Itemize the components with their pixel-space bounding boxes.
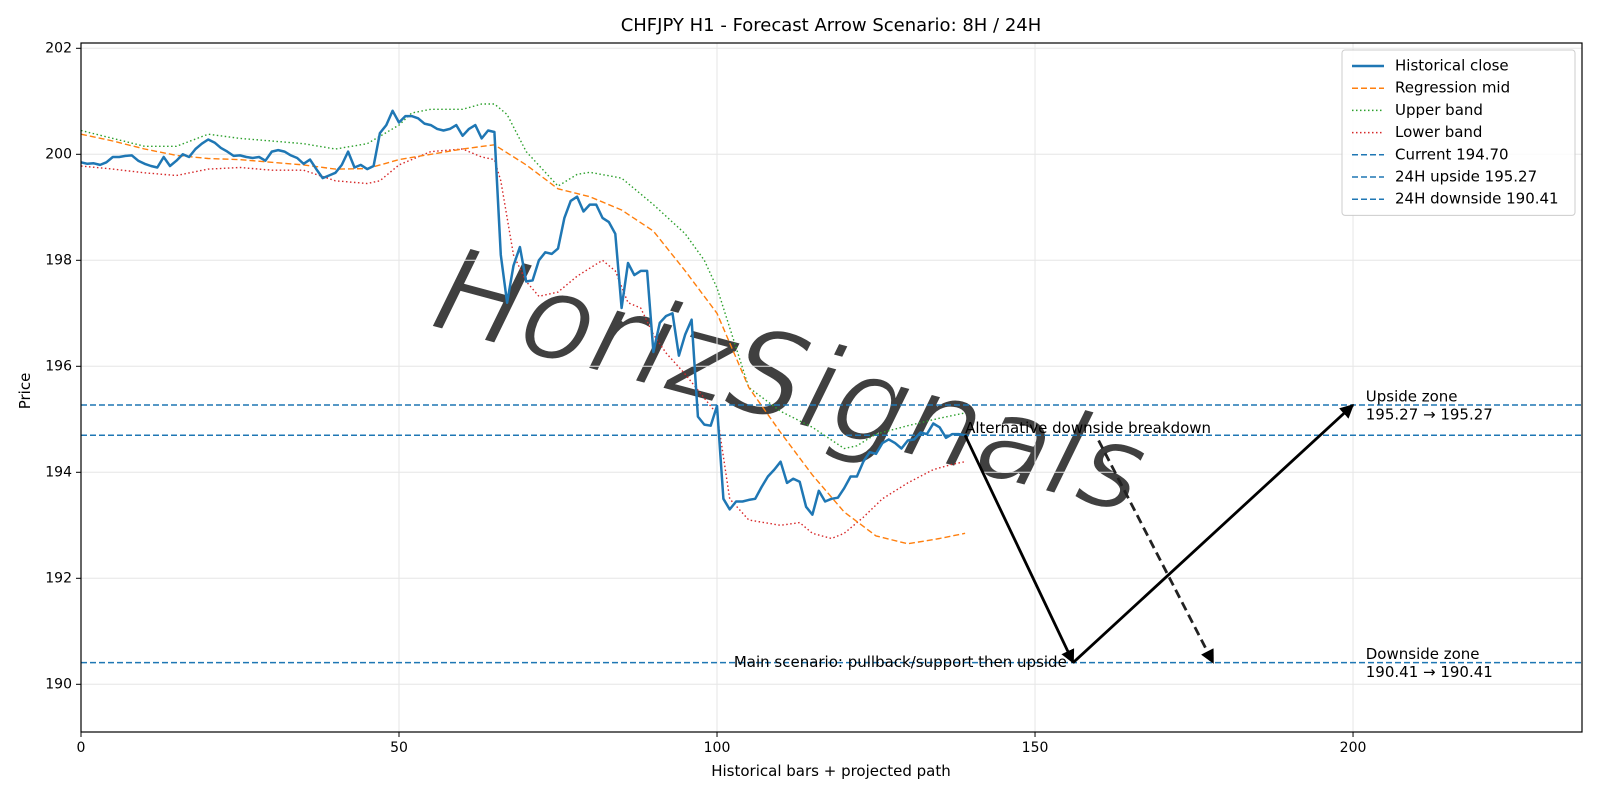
y-tick-label: 194 <box>45 464 72 480</box>
x-tick-label: 150 <box>1022 740 1049 756</box>
annotation-text: Upside zone <box>1366 388 1458 406</box>
plot-frame <box>80 42 1583 733</box>
legend-label: Historical close <box>1395 57 1509 75</box>
x-axis-label: Historical bars + projected path <box>711 762 951 780</box>
legend: Historical close Regression mid Upper band… <box>1341 49 1576 216</box>
annotations: Alternative downside breakdown Main scena… <box>734 388 1493 682</box>
annotation-text: Main scenario: pullback/support then ups… <box>734 653 1067 671</box>
series-line-3 <box>80 148 966 540</box>
legend-label: Lower band <box>1395 123 1482 141</box>
chart-title: CHFJPY H1 - Forecast Arrow Scenario: 8H … <box>621 15 1042 36</box>
y-tick-label: 196 <box>45 358 72 374</box>
y-axis-label: Price <box>16 373 34 410</box>
annotation-text: Downside zone <box>1366 645 1480 663</box>
series-line-0 <box>80 109 966 516</box>
annotation-text: 195.27 → 195.27 <box>1366 406 1493 424</box>
series-line-1 <box>80 133 966 545</box>
reference-lines <box>81 404 1582 664</box>
x-tick-label: 50 <box>390 740 408 756</box>
grid <box>80 43 1582 732</box>
legend-box <box>1341 49 1576 216</box>
annotation-text: Alternative downside breakdown <box>965 419 1211 437</box>
forecast-arrow-main-leg-1 <box>963 434 1075 664</box>
forecast-arrows <box>963 403 1355 664</box>
series-line-2 <box>80 103 966 450</box>
legend-label: Current 194.70 <box>1395 145 1509 163</box>
legend-label: Upper band <box>1395 101 1483 119</box>
legend-label: 24H downside 190.41 <box>1395 190 1559 208</box>
y-tick-label: 198 <box>45 252 72 268</box>
series <box>80 103 966 545</box>
legend-label: Regression mid <box>1395 79 1510 97</box>
x-tick-label: 0 <box>77 740 86 756</box>
y-tick-label: 200 <box>45 146 72 162</box>
x-tick-label: 100 <box>704 740 731 756</box>
y-tick-label: 192 <box>45 570 72 586</box>
annotation-text: 190.41 → 190.41 <box>1366 663 1493 681</box>
forecast-arrow-main-leg-2 <box>1072 403 1355 664</box>
axes: 0 50 100 150 200 190 192 194 196 198 200 202 <box>45 40 1583 756</box>
y-tick-label: 190 <box>45 676 72 692</box>
y-tick-label: 202 <box>45 40 72 56</box>
legend-label: 24H upside 195.27 <box>1395 168 1537 186</box>
x-tick-label: 200 <box>1340 740 1367 756</box>
